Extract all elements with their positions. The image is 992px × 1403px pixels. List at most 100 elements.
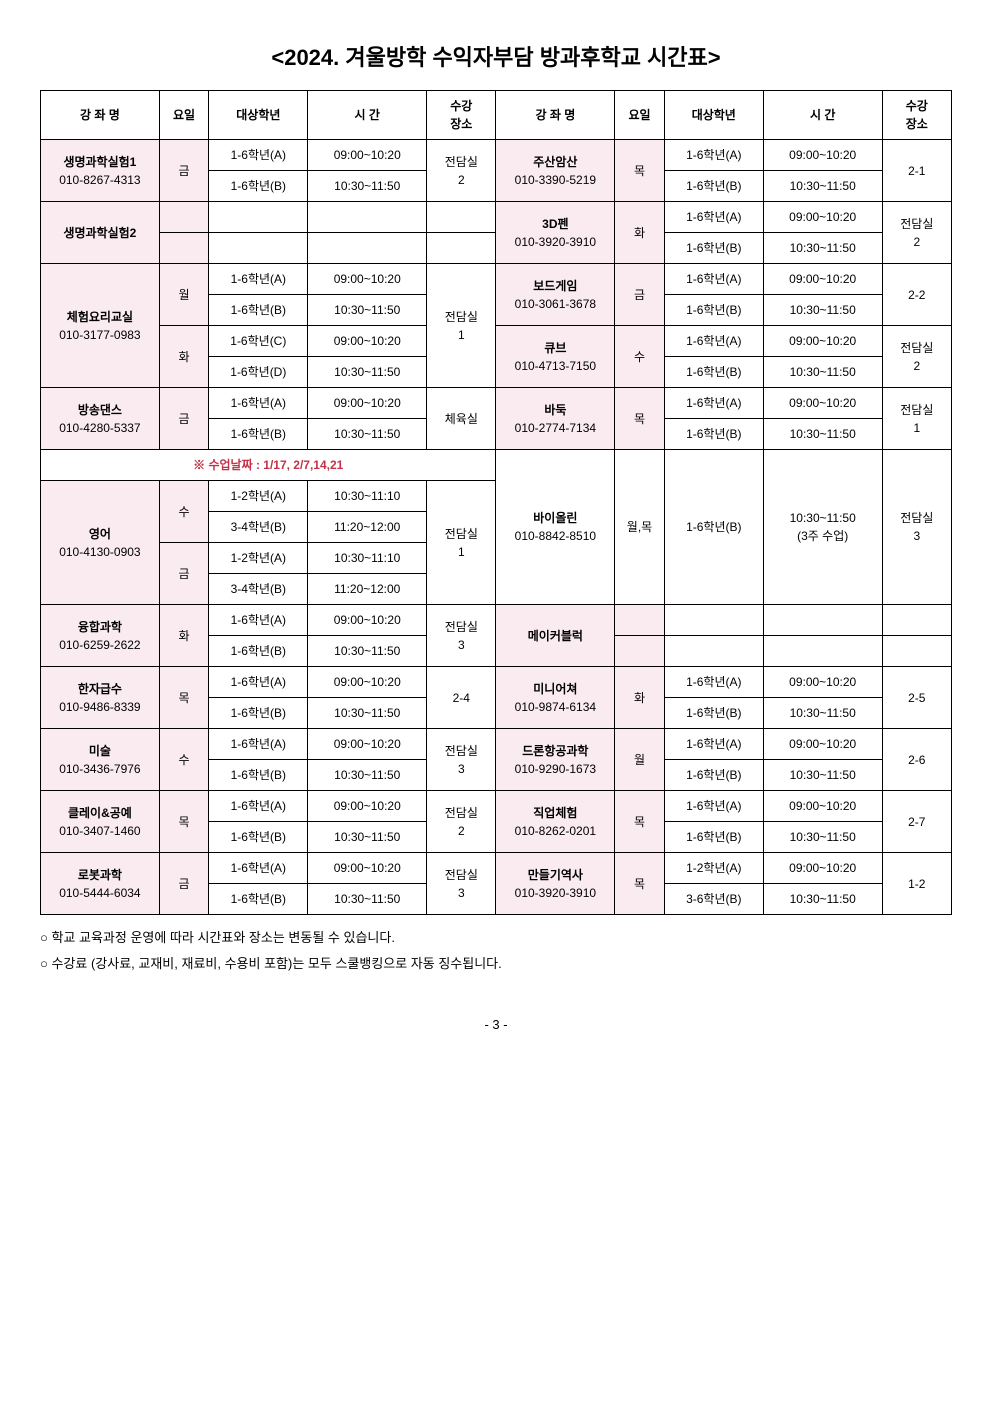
place-cell: 전담실2 — [882, 202, 951, 264]
grade-cell: 1-6학년(A) — [664, 326, 763, 357]
hdr-grade-r: 대상학년 — [664, 91, 763, 140]
hdr-course-l: 강 좌 명 — [41, 91, 160, 140]
grade-cell: 1-6학년(B) — [209, 822, 308, 853]
course-phone: 010-8262-0201 — [515, 824, 596, 838]
day-cell: 금 — [159, 853, 209, 915]
hdr-day-r: 요일 — [615, 91, 665, 140]
place-cell: 2-5 — [882, 667, 951, 729]
time-cell: 09:00~10:20 — [308, 264, 427, 295]
table-row: 생명과학실험2 3D펜 010-3920-3910 화 1-6학년(A) 09:… — [41, 202, 952, 233]
course-name: 드론항공과학 — [522, 744, 588, 758]
grade-cell — [209, 202, 308, 233]
course-phone: 010-3920-3910 — [515, 886, 596, 900]
day-cell: 수 — [615, 326, 665, 388]
course-cell: 직업체험 010-8262-0201 — [496, 791, 615, 853]
time-cell: 10:30~11:50 — [308, 171, 427, 202]
time-cell — [308, 233, 427, 264]
grade-cell: 1-6학년(A) — [664, 202, 763, 233]
day-cell: 수 — [159, 481, 209, 543]
time-cell: 09:00~10:20 — [308, 853, 427, 884]
day-cell: 화 — [159, 605, 209, 667]
course-name: 미니어쳐 — [533, 682, 577, 696]
place-cell: 2-7 — [882, 791, 951, 853]
course-name: 직업체험 — [533, 806, 577, 820]
course-phone: 010-4713-7150 — [515, 359, 596, 373]
day-cell: 금 — [159, 140, 209, 202]
grade-cell: 1-6학년(A) — [664, 729, 763, 760]
place-cell: 전담실2 — [882, 326, 951, 388]
grade-cell — [664, 636, 763, 667]
place-cell — [427, 233, 496, 264]
course-name: 생명과학실험1 — [63, 155, 136, 169]
grade-cell: 1-6학년(B) — [664, 419, 763, 450]
day-cell — [615, 605, 665, 636]
time-cell: 11:20~12:00 — [308, 574, 427, 605]
course-name: 바이올린 — [533, 511, 577, 525]
time-cell: 10:30~11:50 — [763, 357, 882, 388]
time-cell: 10:30~11:50 — [308, 698, 427, 729]
time-cell — [763, 636, 882, 667]
course-cell: 드론항공과학 010-9290-1673 — [496, 729, 615, 791]
course-phone: 010-3061-3678 — [515, 297, 596, 311]
time-cell: 09:00~10:20 — [308, 729, 427, 760]
time-cell: 09:00~10:20 — [763, 388, 882, 419]
grade-cell — [209, 233, 308, 264]
table-row: 융합과학 010-6259-2622 화 1-6학년(A) 09:00~10:2… — [41, 605, 952, 636]
course-cell: 로봇과학 010-5444-6034 — [41, 853, 160, 915]
course-phone: 010-4130-0903 — [59, 545, 140, 559]
time-cell: 09:00~10:20 — [308, 667, 427, 698]
hdr-course-r: 강 좌 명 — [496, 91, 615, 140]
grade-cell: 1-2학년(A) — [209, 543, 308, 574]
schedule-table: 강 좌 명 요일 대상학년 시 간 수강장소 강 좌 명 요일 대상학년 시 간… — [40, 90, 952, 915]
time-cell: 10:30~11:50 — [763, 760, 882, 791]
page-number: - 3 - — [40, 1017, 952, 1032]
place-cell: 2-2 — [882, 264, 951, 326]
table-row: 체험요리교실 010-3177-0983 월 1-6학년(A) 09:00~10… — [41, 264, 952, 295]
time-cell: 09:00~10:20 — [308, 326, 427, 357]
day-cell: 금 — [159, 388, 209, 450]
day-cell: 월,목 — [615, 450, 665, 605]
grade-cell: 1-6학년(B) — [209, 884, 308, 915]
table-row: 미술 010-3436-7976 수 1-6학년(A) 09:00~10:20 … — [41, 729, 952, 760]
place-cell — [427, 202, 496, 233]
time-cell: 10:30~11:50 — [308, 636, 427, 667]
grade-cell: 1-6학년(A) — [209, 729, 308, 760]
course-cell: 클레이&공예 010-3407-1460 — [41, 791, 160, 853]
time-cell: 10:30~11:50 — [763, 295, 882, 326]
place-cell: 체육실 — [427, 388, 496, 450]
time-cell: 09:00~10:20 — [763, 202, 882, 233]
course-cell: 한자급수 010-9486-8339 — [41, 667, 160, 729]
day-cell: 화 — [615, 667, 665, 729]
place-cell: 전담실3 — [427, 729, 496, 791]
grade-cell: 1-6학년(A) — [664, 791, 763, 822]
time-cell: 10:30~11:50 — [308, 760, 427, 791]
hdr-time-r: 시 간 — [763, 91, 882, 140]
time-cell: 09:00~10:20 — [308, 791, 427, 822]
grade-cell: 1-6학년(B) — [209, 171, 308, 202]
page-title: <2024. 겨울방학 수익자부담 방과후학교 시간표> — [40, 40, 952, 72]
table-row: 생명과학실험1 010-8267-4313 금 1-6학년(A) 09:00~1… — [41, 140, 952, 171]
time-cell — [308, 202, 427, 233]
grade-cell: 1-6학년(A) — [664, 388, 763, 419]
day-cell: 금 — [159, 543, 209, 605]
place-cell — [882, 636, 951, 667]
grade-cell: 1-6학년(A) — [209, 853, 308, 884]
hdr-time-l: 시 간 — [308, 91, 427, 140]
day-cell — [159, 233, 209, 264]
course-phone: 010-9874-6134 — [515, 700, 596, 714]
grade-cell: 3-4학년(B) — [209, 574, 308, 605]
day-cell: 수 — [159, 729, 209, 791]
place-cell — [882, 605, 951, 636]
day-cell: 목 — [615, 388, 665, 450]
course-phone: 010-3177-0983 — [59, 328, 140, 342]
day-cell: 목 — [615, 853, 665, 915]
course-cell: 융합과학 010-6259-2622 — [41, 605, 160, 667]
day-cell: 목 — [615, 140, 665, 202]
place-cell: 전담실2 — [427, 140, 496, 202]
place-cell: 전담실3 — [427, 605, 496, 667]
grade-cell: 1-6학년(B) — [664, 822, 763, 853]
course-phone: 010-9486-8339 — [59, 700, 140, 714]
footnote-2: ○ 수강료 (강사료, 교재비, 재료비, 수용비 포함)는 모두 스쿨뱅킹으로… — [40, 951, 952, 977]
grade-cell: 1-6학년(B) — [664, 357, 763, 388]
time-cell: 10:30~11:50 — [308, 419, 427, 450]
